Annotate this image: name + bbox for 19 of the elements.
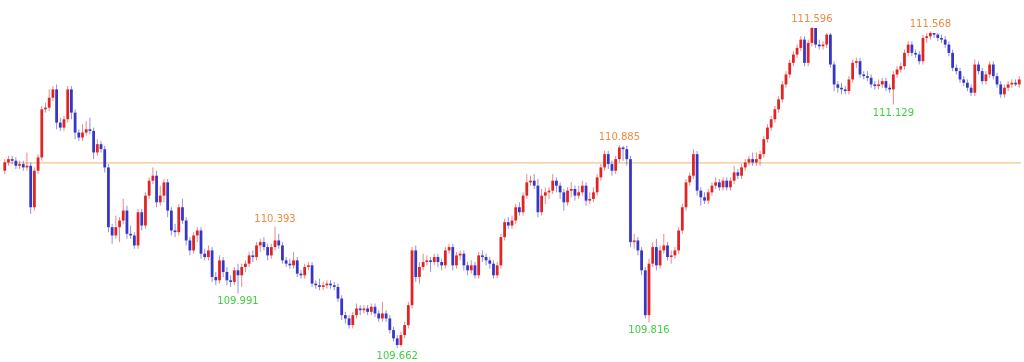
candlestick — [558, 181, 562, 200]
annotation: 110.393 — [254, 212, 296, 224]
annotation: 111.568 — [909, 17, 952, 29]
candlestick — [151, 166, 155, 185]
candlestick — [869, 73, 873, 89]
candlestick — [736, 168, 740, 180]
candlestick — [669, 249, 673, 265]
annotation: 110.885 — [598, 131, 641, 143]
candlestick — [421, 253, 425, 271]
candlestick — [14, 156, 18, 170]
candlestick — [1006, 80, 1010, 92]
candlestick — [910, 40, 914, 57]
candlestick — [284, 256, 288, 268]
annotation: 111.129 — [872, 106, 915, 118]
annotation: 109.816 — [628, 324, 670, 336]
annotation: 109.662 — [376, 350, 418, 361]
candlestick — [384, 309, 388, 323]
annotation: 111.596 — [791, 13, 833, 24]
annotation: 109.991 — [217, 295, 259, 307]
